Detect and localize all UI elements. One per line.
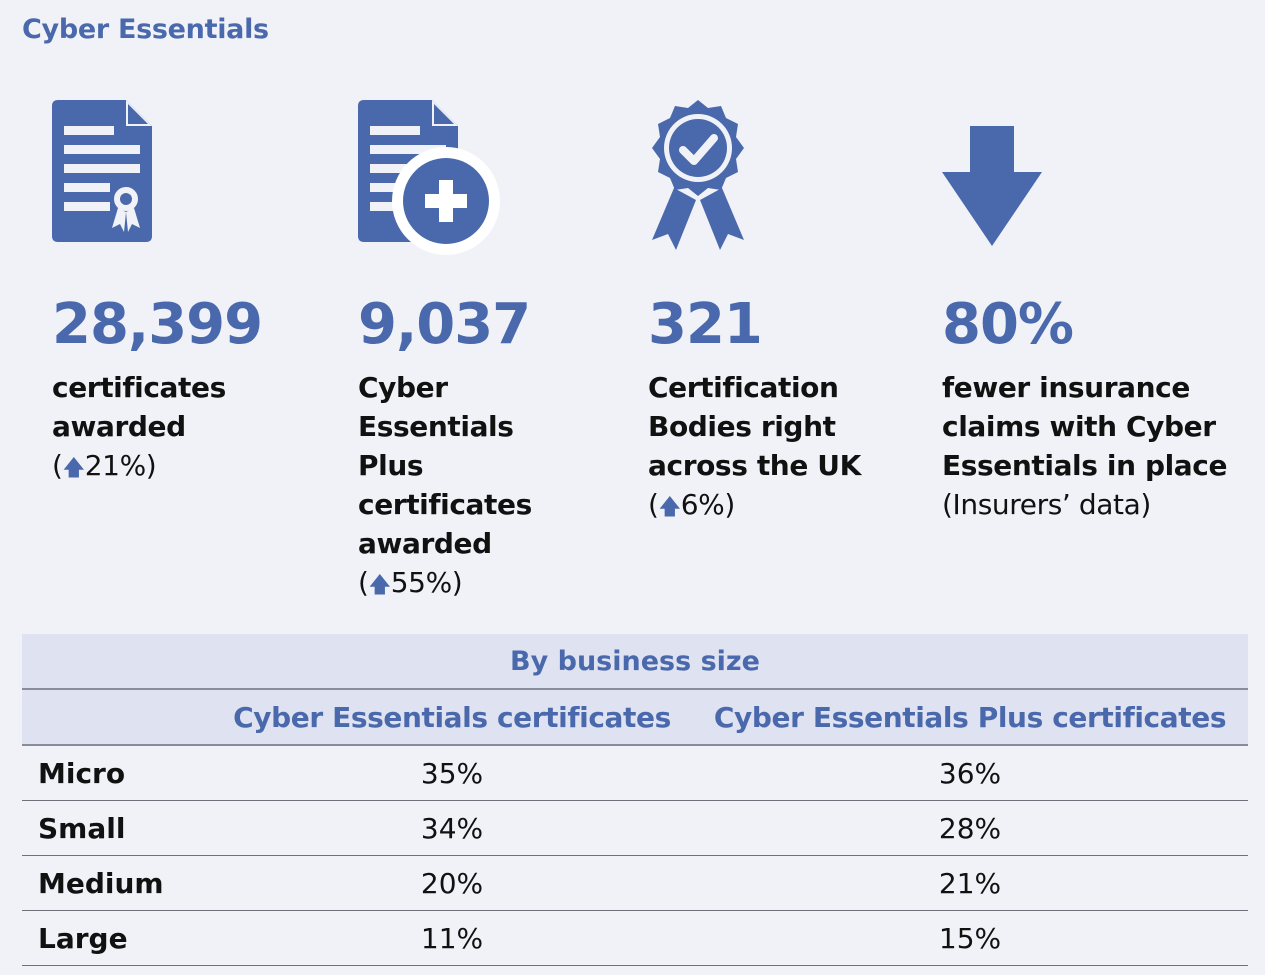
table-row: Large 11% 15%	[22, 910, 1248, 966]
stat-note: (Insurers’ data)	[942, 488, 1151, 521]
stat-plus-certificates: 9,037 Cyber Essentials Plus certificates…	[358, 100, 532, 599]
ce-value: 34%	[212, 800, 692, 856]
arrow-up-icon: 🡅	[62, 456, 86, 481]
row-label: Small	[22, 800, 212, 856]
page-title: Cyber Essentials	[22, 14, 269, 45]
arrow-down-icon	[942, 126, 1042, 246]
ce-plus-value: 21%	[692, 855, 1248, 911]
stat-change: (🡅55%)	[358, 566, 463, 599]
row-label: Large	[22, 910, 212, 966]
column-header-ce: Cyber Essentials certificates	[212, 689, 692, 746]
stat-value: 321	[648, 292, 763, 357]
column-header-size	[22, 689, 212, 746]
stat-value: 80%	[942, 292, 1074, 357]
stat-insurance-claims: 80% fewer insurance claims with Cyber Es…	[942, 100, 1227, 521]
table-row: Micro 35% 36%	[22, 745, 1248, 801]
table-row: Small 34% 28%	[22, 800, 1248, 856]
ce-value: 11%	[212, 910, 692, 966]
stat-change: (🡅6%)	[648, 488, 735, 521]
ce-plus-value: 28%	[692, 800, 1248, 856]
business-size-table: By business size Cyber Essentials certif…	[22, 634, 1248, 966]
arrow-up-icon: 🡅	[368, 573, 392, 598]
table-row: Medium 20% 21%	[22, 855, 1248, 911]
ce-value: 35%	[212, 745, 692, 801]
certificate-icon	[52, 100, 152, 242]
row-label: Micro	[22, 745, 212, 801]
award-rosette-icon	[652, 100, 744, 250]
stat-description: Certification Bodies right across the UK	[648, 371, 861, 482]
stat-value: 9,037	[358, 292, 531, 357]
stat-description: fewer insurance claims with Cyber Essent…	[942, 371, 1228, 482]
ce-plus-value: 36%	[692, 745, 1248, 801]
ce-value: 20%	[212, 855, 692, 911]
table-group-header: By business size	[22, 634, 1248, 690]
certificate-plus-icon	[358, 100, 500, 255]
stat-certification-bodies: 321 Certification Bodies right across th…	[648, 100, 861, 521]
row-label: Medium	[22, 855, 212, 911]
stat-value: 28,399	[52, 292, 263, 357]
ce-plus-value: 15%	[692, 910, 1248, 966]
stat-certificates: 28,399 certificates awarded (🡅21%)	[52, 100, 263, 482]
column-header-ce-plus: Cyber Essentials Plus certificates	[692, 689, 1248, 746]
stat-change: (🡅21%)	[52, 449, 157, 482]
stat-description: certificates awarded	[52, 371, 226, 443]
stat-description: Cyber Essentials Plus certificates award…	[358, 371, 532, 560]
arrow-up-icon: 🡅	[658, 495, 682, 520]
